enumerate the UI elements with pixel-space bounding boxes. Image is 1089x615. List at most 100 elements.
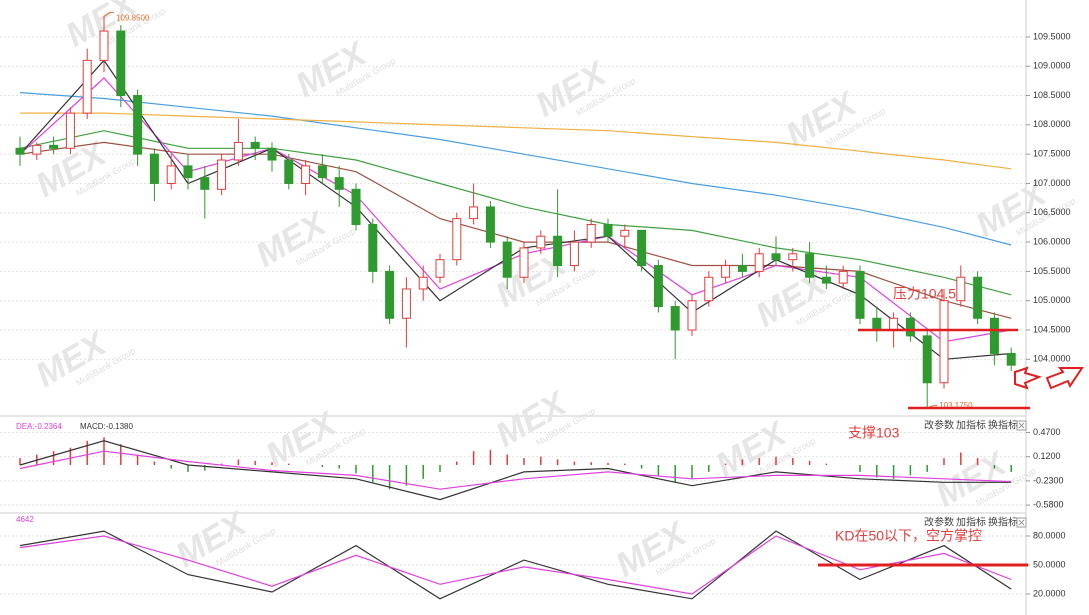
- close-box: [1016, 517, 1027, 528]
- y-tick-label: 109.5000: [1033, 31, 1071, 41]
- candle-body: [133, 95, 143, 155]
- y-tick-label: 106.5000: [1033, 207, 1071, 217]
- candle-body: [670, 306, 680, 331]
- candle-body: [989, 317, 999, 354]
- kd-legend: 4642: [16, 515, 34, 524]
- candle-body: [956, 276, 966, 302]
- candle-body: [687, 300, 697, 331]
- watermark-logo: MEX: [609, 514, 694, 585]
- y-tick-label: 50.0000: [1033, 559, 1066, 569]
- indicator-line: [20, 112, 1012, 170]
- candle-body: [637, 229, 647, 267]
- kd-note: KD在50以下，空方掌控: [835, 528, 982, 544]
- y-tick-label: 0.4700: [1033, 427, 1061, 437]
- watermark-logo: MEX: [489, 384, 574, 455]
- candle-body: [569, 241, 579, 267]
- candle-body: [905, 317, 915, 337]
- candle-body: [183, 165, 193, 179]
- candle-body: [334, 177, 344, 190]
- candle-body: [1006, 352, 1016, 366]
- y-tick-label: 108.0000: [1033, 119, 1071, 129]
- candle-body: [553, 235, 563, 267]
- candle-body: [754, 253, 764, 272]
- candle-body: [889, 317, 899, 331]
- macd-legend: DEA:-0.2364: [16, 422, 62, 431]
- tool-button: 换指标: [988, 516, 1018, 529]
- macd-legend: MACD:-0.1380: [80, 422, 133, 431]
- tool-button: 换指标: [988, 419, 1018, 432]
- close-x: [1018, 422, 1025, 429]
- y-tick-label: 0.1200: [1033, 451, 1061, 461]
- candle-body: [301, 165, 311, 184]
- candle-body: [586, 223, 596, 243]
- candle-body: [435, 259, 445, 278]
- y-tick-label: 105.0000: [1033, 295, 1071, 305]
- candle-body: [721, 265, 731, 278]
- y-tick-label: -0.5800: [1033, 499, 1064, 509]
- candle-body: [805, 253, 815, 278]
- candle-body: [872, 317, 882, 331]
- candle-body: [838, 270, 848, 284]
- candle-body: [939, 300, 949, 384]
- candle-body: [250, 141, 260, 149]
- candle-body: [653, 265, 663, 308]
- plot: 104.0000 104.5000 105.0000 105.5000 106.0000…: [0, 11, 1071, 600]
- y-tick-label: -0.2300: [1033, 475, 1064, 485]
- max-label: 109.8500: [116, 14, 150, 23]
- candle-body: [452, 218, 462, 261]
- candle-body: [771, 253, 781, 261]
- indicator-line: [19, 535, 1012, 595]
- watermark-logo: MEX: [529, 54, 614, 125]
- candle-body: [519, 247, 529, 278]
- candle-body: [65, 112, 75, 149]
- candle-body: [99, 30, 109, 61]
- candle-body: [15, 147, 25, 155]
- candle-body: [704, 276, 714, 302]
- max-leader: [103, 11, 114, 17]
- candle-body: [401, 288, 411, 319]
- arrow: [1045, 367, 1084, 390]
- candle-body: [82, 59, 92, 114]
- y-tick-label: 108.5000: [1033, 90, 1071, 100]
- candle-body: [469, 206, 479, 220]
- pressure-label: 压力104.5: [893, 286, 956, 302]
- y-tick-label: 109.0000: [1033, 61, 1071, 71]
- watermark-logo: MEX: [749, 264, 834, 335]
- candle-body: [200, 177, 210, 190]
- candle-body: [317, 165, 327, 179]
- candle-body: [368, 223, 378, 272]
- watermark-logo: MEX: [249, 204, 334, 275]
- candle-body: [737, 265, 747, 272]
- candle-body: [284, 159, 294, 184]
- indicator-line: [19, 450, 1012, 490]
- candle-body: [49, 144, 59, 149]
- y-tick-label: 107.5000: [1033, 149, 1071, 159]
- candle-body: [217, 159, 227, 190]
- candle-body: [620, 229, 630, 237]
- min-label: 103.1750: [939, 401, 973, 410]
- watermark-logo: MEX: [709, 414, 794, 485]
- candle-body: [536, 235, 546, 249]
- candle-body: [485, 206, 495, 243]
- candle-body: [973, 276, 983, 319]
- candle-body: [821, 276, 831, 284]
- watermark-logo: MEX: [169, 504, 254, 575]
- support-label: 支撑103: [848, 425, 900, 441]
- watermark-logo: MEX: [289, 34, 374, 105]
- candle-body: [603, 223, 613, 237]
- candle-body: [267, 147, 277, 161]
- y-tick-label: 80.0000: [1033, 530, 1066, 540]
